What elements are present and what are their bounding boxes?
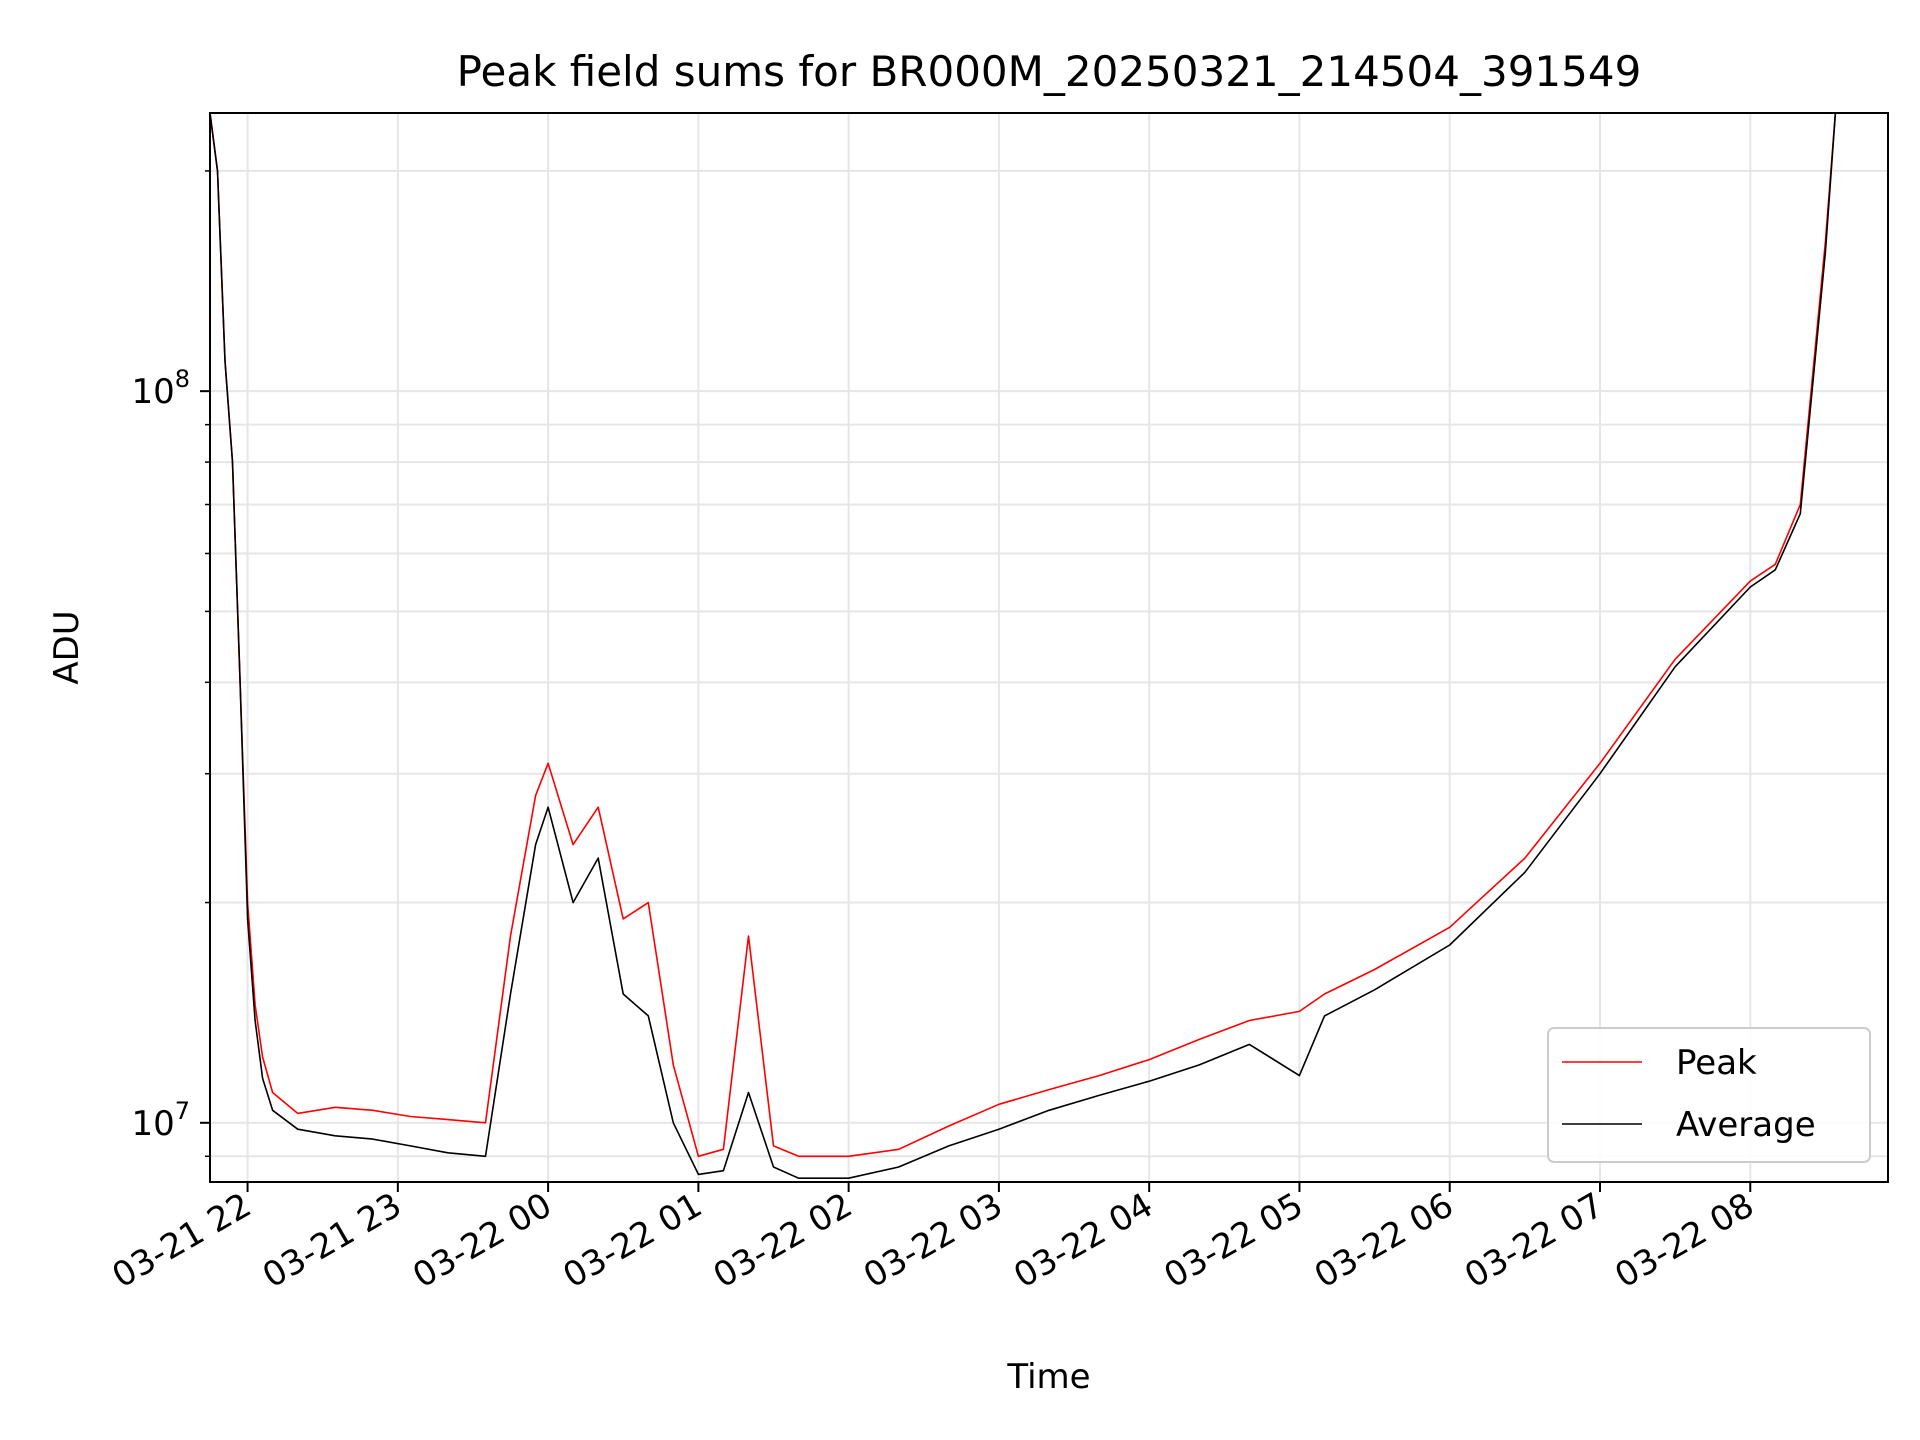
grid	[210, 113, 1888, 1182]
series-line-peak	[210, 113, 1837, 1158]
chart-title: Peak field sums for BR000M_20250321_2145…	[457, 47, 1642, 96]
y-tick-label: 107	[131, 1097, 190, 1144]
y-axis-label: ADU	[47, 610, 87, 684]
y-tick-label: 108	[131, 365, 190, 412]
x-axis-label: Time	[1006, 1357, 1090, 1397]
series-line-average	[210, 113, 1837, 1179]
legend: Peak Average	[1547, 1027, 1871, 1163]
series-lines	[210, 113, 1837, 1179]
plot-frame	[209, 112, 1889, 1183]
legend-label-peak: Peak	[1676, 1043, 1757, 1083]
legend-label-average: Average	[1676, 1105, 1816, 1145]
